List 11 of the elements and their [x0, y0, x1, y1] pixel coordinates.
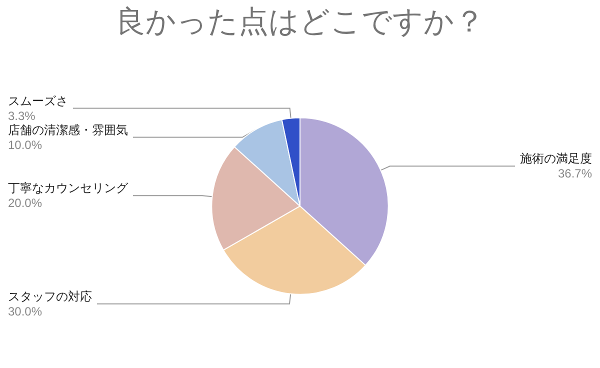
- data-label: 36.7%: [558, 166, 592, 181]
- slice-label: 施術の満足度: [520, 152, 592, 166]
- slice-label: スムーズさ: [8, 94, 68, 108]
- slice-label: 店舗の清潔感・雰囲気: [8, 122, 128, 137]
- slice-label: スタッフの対応: [8, 289, 92, 304]
- slice-label: 丁寧なカウンセリング: [8, 181, 129, 196]
- chart-title: 良かった点はどこですか？: [116, 6, 484, 38]
- data-label: 10.0%: [8, 138, 42, 152]
- data-label: 30.0%: [8, 304, 42, 318]
- data-label: 20.0%: [8, 196, 42, 210]
- data-label: 3.3%: [8, 108, 36, 123]
